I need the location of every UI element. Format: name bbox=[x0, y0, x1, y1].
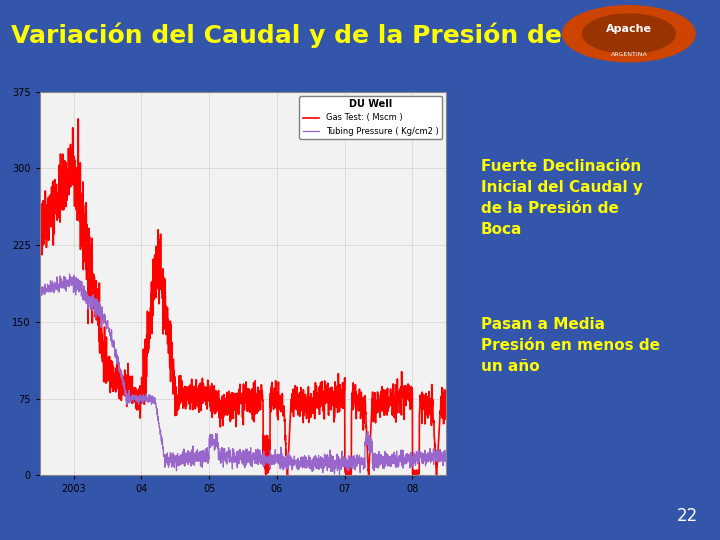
Circle shape bbox=[563, 5, 696, 62]
Tubing Pressure ( Kg/cm2 ) bbox=[35, 292, 44, 298]
Gas Test: ( Mscm ): (5.99, 70.2): ( Mscm ): (5.99, 70.2) bbox=[441, 400, 450, 407]
Line: Tubing Pressure ( Kg/cm2 ): Tubing Pressure ( Kg/cm2 ) bbox=[40, 274, 446, 475]
Gas Test: ( Mscm ): (6, 70.5): ( Mscm ): (6, 70.5) bbox=[442, 400, 451, 407]
Tubing Pressure ( Kg/cm2 ) bbox=[130, 396, 138, 402]
Circle shape bbox=[582, 14, 675, 53]
Gas Test: ( Mscm ): (3.79, 70.4): ( Mscm ): (3.79, 70.4) bbox=[292, 400, 301, 407]
Gas Test: ( Mscm ): (0, 247): ( Mscm ): (0, 247) bbox=[35, 219, 44, 225]
Text: Variación del Caudal y de la Presión de Boca: Variación del Caudal y de la Presión de … bbox=[11, 22, 639, 48]
Tubing Pressure ( Kg/cm2 ) bbox=[292, 462, 300, 469]
Gas Test: ( Mscm ): (0.57, 348): ( Mscm ): (0.57, 348) bbox=[74, 116, 83, 122]
Tubing Pressure ( Kg/cm2 ) bbox=[66, 271, 74, 277]
Gas Test: ( Mscm ): (4.23, 77.5): ( Mscm ): (4.23, 77.5) bbox=[322, 393, 330, 399]
Gas Test: ( Mscm ): (5.61, 67.8): ( Mscm ): (5.61, 67.8) bbox=[415, 403, 424, 409]
Text: Pasan a Media
Presión en menos de
un año: Pasan a Media Presión en menos de un año bbox=[481, 317, 660, 374]
Tubing Pressure ( Kg/cm2 ) bbox=[322, 452, 330, 458]
Tubing Pressure ( Kg/cm2 ) bbox=[415, 454, 424, 460]
Tubing Pressure ( Kg/cm2 ) bbox=[396, 450, 405, 457]
Tubing Pressure ( Kg/cm2 ) bbox=[335, 471, 343, 478]
Text: Fuerte Declinación
Inicial del Caudal y
de la Presión de
Boca: Fuerte Declinación Inicial del Caudal y … bbox=[481, 159, 642, 237]
Text: 22: 22 bbox=[677, 507, 698, 525]
Text: Apache: Apache bbox=[606, 24, 652, 35]
Tubing Pressure ( Kg/cm2 ) bbox=[442, 462, 451, 468]
Text: ARGENTINA: ARGENTINA bbox=[611, 52, 647, 57]
Tubing Pressure ( Kg/cm2 ) bbox=[441, 451, 450, 457]
Gas Test: ( Mscm ): (3.66, 0): ( Mscm ): (3.66, 0) bbox=[283, 472, 292, 478]
Legend: Gas Test: ( Mscm ), Tubing Pressure ( Kg/cm2 ): Gas Test: ( Mscm ), Tubing Pressure ( Kg… bbox=[300, 96, 442, 139]
Gas Test: ( Mscm ): (1.39, 82.5): ( Mscm ): (1.39, 82.5) bbox=[130, 388, 138, 394]
Line: Gas Test: ( Mscm ): Gas Test: ( Mscm ) bbox=[40, 119, 446, 475]
Gas Test: ( Mscm ): (5.32, 85.3): ( Mscm ): (5.32, 85.3) bbox=[396, 384, 405, 391]
